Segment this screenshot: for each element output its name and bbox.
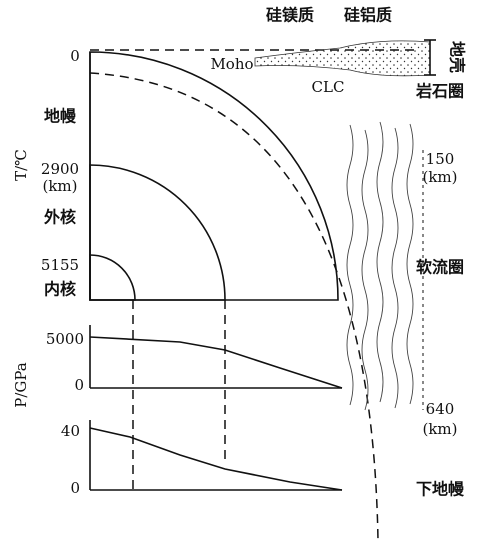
label: 640 bbox=[426, 400, 455, 418]
temperature-curve bbox=[90, 337, 342, 388]
crust bbox=[255, 41, 430, 76]
inner-core bbox=[90, 255, 135, 300]
diagram: 硅镁质 硅铝质 Moho CLC 地壳 岩石圈 0 地幔 2900 (km) 外… bbox=[0, 0, 482, 545]
label: 5155 bbox=[41, 256, 79, 274]
tick-label: 5000 bbox=[46, 330, 84, 348]
label: (km) bbox=[42, 177, 77, 195]
axis-label: P/GPa bbox=[12, 362, 30, 408]
tick-label: 40 bbox=[61, 422, 80, 440]
asthenosphere-texture bbox=[347, 122, 413, 410]
label: 0 bbox=[70, 47, 80, 65]
label: CLC bbox=[312, 78, 345, 96]
label: 软流圈 bbox=[416, 258, 464, 277]
pressure-curve bbox=[90, 428, 342, 490]
outer-core bbox=[90, 165, 225, 300]
label: 外核 bbox=[43, 208, 76, 227]
label: 地壳 bbox=[448, 41, 467, 73]
earth-outline bbox=[90, 52, 338, 300]
tick-label: 0 bbox=[70, 479, 80, 497]
label: 地幔 bbox=[44, 107, 77, 126]
label: 下地幔 bbox=[416, 480, 465, 499]
label: (km) bbox=[422, 420, 457, 438]
label: 2900 bbox=[41, 160, 79, 178]
label: 硅镁质 bbox=[266, 6, 314, 25]
label: 硅铝质 bbox=[344, 6, 392, 25]
label: (km) bbox=[422, 168, 457, 186]
label: 内核 bbox=[44, 280, 76, 299]
label: 岩石圈 bbox=[415, 82, 464, 101]
axis-label: T/℃ bbox=[12, 149, 30, 181]
tick-label: 0 bbox=[74, 376, 84, 394]
label: 150 bbox=[426, 150, 455, 168]
label: Moho bbox=[210, 55, 253, 73]
